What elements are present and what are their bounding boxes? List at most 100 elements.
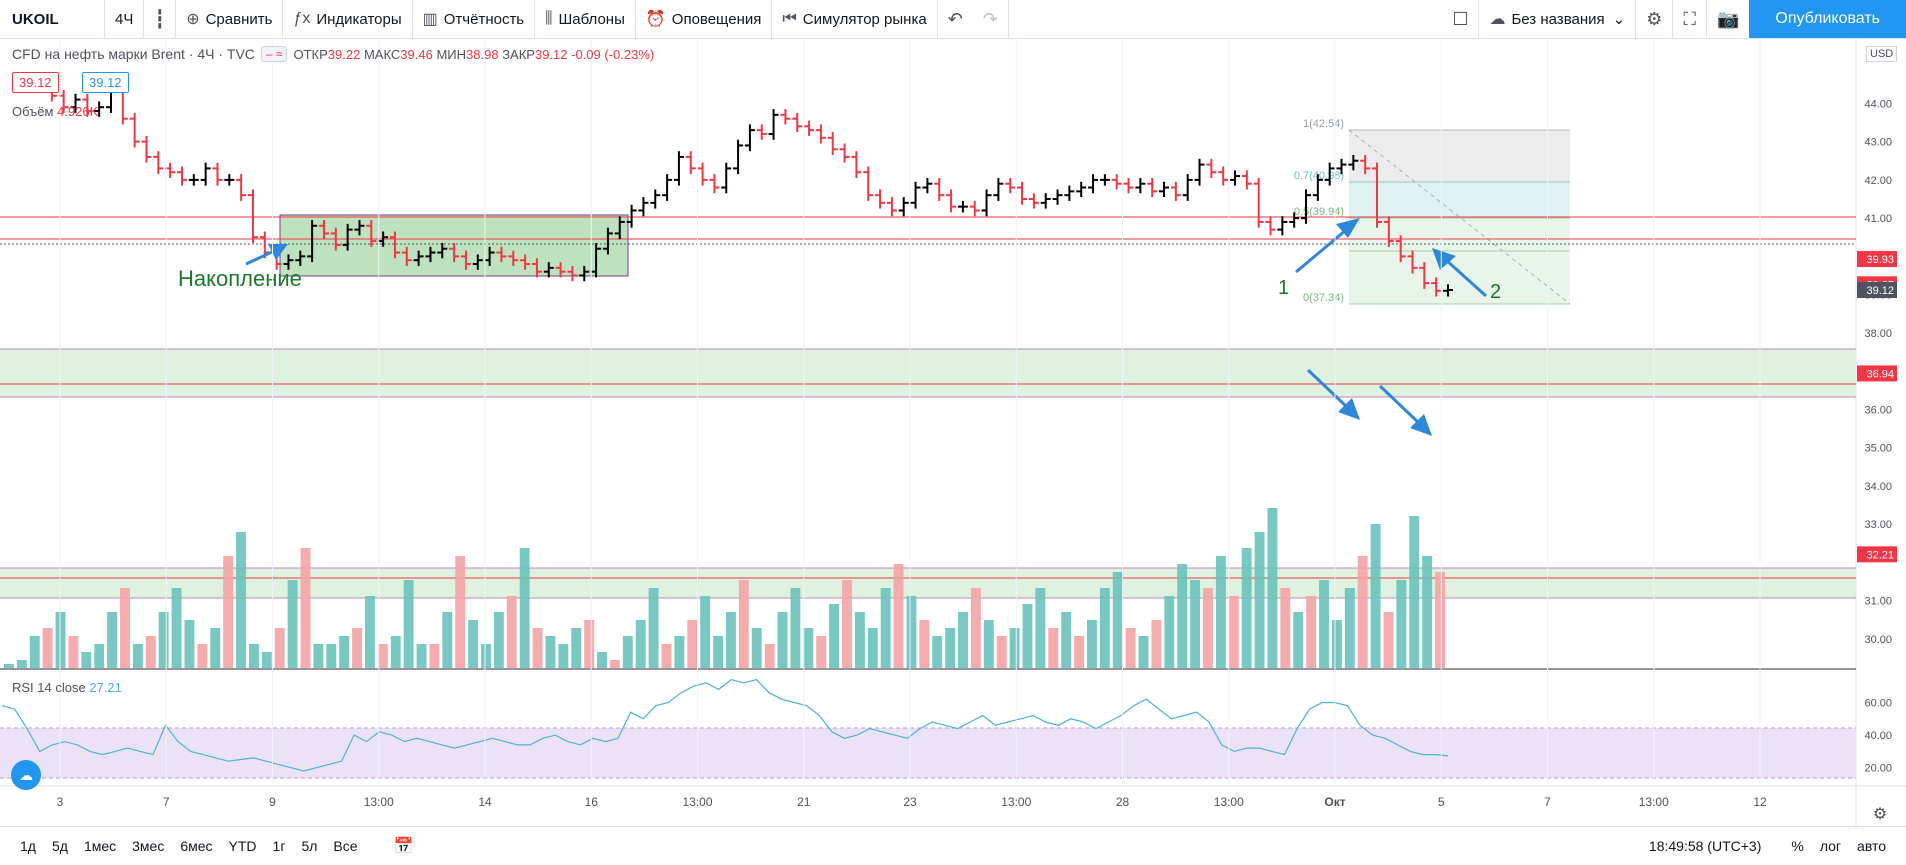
volume-bar — [945, 628, 956, 668]
chart-style-button[interactable]: ┇ — [144, 0, 177, 38]
volume-bar — [1151, 620, 1162, 668]
price-bar — [437, 242, 448, 259]
tradingview-logo[interactable]: ☁ — [11, 760, 41, 790]
symbol-title[interactable]: CFD на нефть марки Brent · 4Ч · TVC — [12, 46, 255, 62]
currency-label[interactable]: USD — [1866, 46, 1898, 62]
rsi-label[interactable]: RSI 14 close — [12, 680, 86, 695]
price-axis-label: 35.00 — [1864, 443, 1892, 455]
arrow-volume-1-icon[interactable] — [1306, 368, 1360, 420]
buy-button[interactable]: 39.12 — [82, 72, 129, 93]
volume-bar — [532, 628, 543, 668]
undo-button[interactable]: ↶ — [938, 0, 973, 38]
arrow-1-icon[interactable] — [1295, 218, 1360, 274]
save-layout-button[interactable]: ☁ Без названия ⌄ — [1479, 0, 1637, 38]
accumulation-label[interactable]: Накопление — [178, 266, 302, 291]
price-bar — [520, 254, 531, 270]
volume-bar — [571, 628, 582, 668]
price-bar — [839, 143, 850, 163]
price-bar — [82, 93, 93, 117]
arrow-2-icon[interactable] — [1432, 248, 1488, 298]
indicators-button[interactable]: ƒx Индикаторы — [283, 0, 413, 38]
volume-bar — [661, 644, 672, 668]
reports-button[interactable]: ▥ Отчётность — [413, 0, 536, 38]
reports-label: Отчётность — [443, 10, 525, 28]
goto-date-icon[interactable]: 📅 — [393, 838, 414, 855]
compare-button[interactable]: ⊕ Сравнить — [176, 0, 284, 38]
fib-retracement[interactable]: 1(42.54) 0.7(40.98) 0.5(39.94) 0(37.34) — [1294, 118, 1571, 305]
fullscreen-button[interactable]: ⛶ — [1673, 0, 1707, 38]
volume-bar — [764, 644, 775, 668]
volume-bar — [545, 636, 556, 668]
support-zone[interactable] — [0, 349, 1856, 397]
price-bar — [1253, 177, 1264, 228]
price-bar — [224, 174, 235, 186]
volume-bar — [1254, 532, 1265, 668]
range-all[interactable]: Все — [333, 838, 358, 854]
price-bar — [721, 162, 732, 194]
price-badge: 39.12 — [1857, 282, 1897, 299]
axis-settings-icon[interactable]: ⚙ — [1873, 806, 1887, 823]
time-axis[interactable]: 3 7 9 13:00 14 16 13:00 21 23 13:00 28 13:00 Окт 5 7 13… — [57, 38, 1767, 809]
fib-zone-mid — [1349, 182, 1570, 218]
price-bar — [401, 246, 412, 266]
range-1d[interactable]: 1д — [20, 838, 36, 854]
volume-bar — [1138, 636, 1149, 668]
price-bar — [673, 151, 684, 186]
arrow-volume-2-icon[interactable] — [1378, 384, 1432, 436]
volume-bar — [352, 628, 362, 668]
range-6m[interactable]: 6мес — [180, 838, 213, 854]
volume-bar — [1344, 588, 1355, 668]
time-axis-label: 7 — [1544, 795, 1551, 809]
legend-toggle-button[interactable]: ‒ ≈ — [260, 46, 288, 62]
rsi-axis[interactable]: 60.00 40.00 20.00 — [1864, 697, 1892, 774]
sell-button[interactable]: 39.12 — [12, 72, 59, 93]
replay-button[interactable]: ⏮ Симулятор рынка — [772, 0, 938, 38]
range-1y[interactable]: 1г — [272, 838, 286, 854]
price-bar — [1147, 177, 1158, 198]
time-axis-label: Окт — [1324, 795, 1345, 809]
volume-bar — [107, 612, 118, 668]
volume-bar — [120, 588, 130, 668]
price-bar — [295, 250, 306, 266]
layout-select-button[interactable]: ☐ — [1442, 0, 1480, 38]
price-badge: 39.93 — [1857, 251, 1897, 268]
percent-toggle[interactable]: % — [1791, 838, 1804, 854]
publish-button[interactable]: Опубликовать — [1749, 0, 1906, 38]
log-toggle[interactable]: лог — [1819, 838, 1842, 854]
range-ytd[interactable]: YTD — [228, 838, 257, 854]
screenshot-button[interactable]: 📷 — [1707, 0, 1749, 38]
volume-bar — [1267, 508, 1278, 668]
volume-bar — [1022, 604, 1033, 668]
fib-zone-low — [1349, 218, 1570, 304]
price-axis-label: 30.00 — [1864, 634, 1892, 646]
clock[interactable]: 18:49:58 (UTC+3) — [1648, 838, 1762, 854]
volume-zone[interactable] — [0, 568, 1856, 598]
symbol-search-button[interactable]: UKOIL — [0, 0, 105, 38]
price-chart[interactable]: 1(42.54) 0.7(40.98) 0.5(39.94) 0(37.34) … — [0, 38, 1906, 826]
volume-bar — [1048, 628, 1059, 668]
price-bar — [1088, 174, 1099, 194]
redo-button[interactable]: ↷ — [973, 0, 1009, 38]
rsi-axis-label: 60.00 — [1864, 697, 1892, 709]
alerts-button[interactable]: ⏰ Оповещения — [636, 0, 773, 38]
price-bar — [579, 265, 590, 282]
templates-button[interactable]: ⫼ Шаблоны — [535, 0, 636, 38]
range-3m[interactable]: 3мес — [132, 838, 165, 854]
price-bar — [555, 262, 566, 278]
settings-button[interactable]: ⚙ — [1636, 0, 1674, 38]
range-5y[interactable]: 5л — [301, 838, 318, 854]
price-bar — [1159, 181, 1170, 198]
volume-bar — [1087, 620, 1097, 668]
price-bar — [934, 177, 945, 201]
auto-toggle[interactable]: авто — [1857, 838, 1886, 854]
interval-button[interactable]: 4Ч — [105, 0, 145, 38]
price-bar — [981, 189, 992, 217]
bottom-toolbar: 1д 5д 1мес 3мес 6мес YTD 1г 5л Все 📅 18:… — [0, 826, 1906, 865]
fib-label-05: 0.5(39.94) — [1294, 206, 1344, 218]
volume-bar — [493, 612, 504, 668]
range-5d[interactable]: 5д — [51, 838, 68, 854]
volume-bar — [880, 588, 891, 668]
range-1m[interactable]: 1мес — [83, 838, 117, 854]
price-bar — [247, 189, 258, 243]
